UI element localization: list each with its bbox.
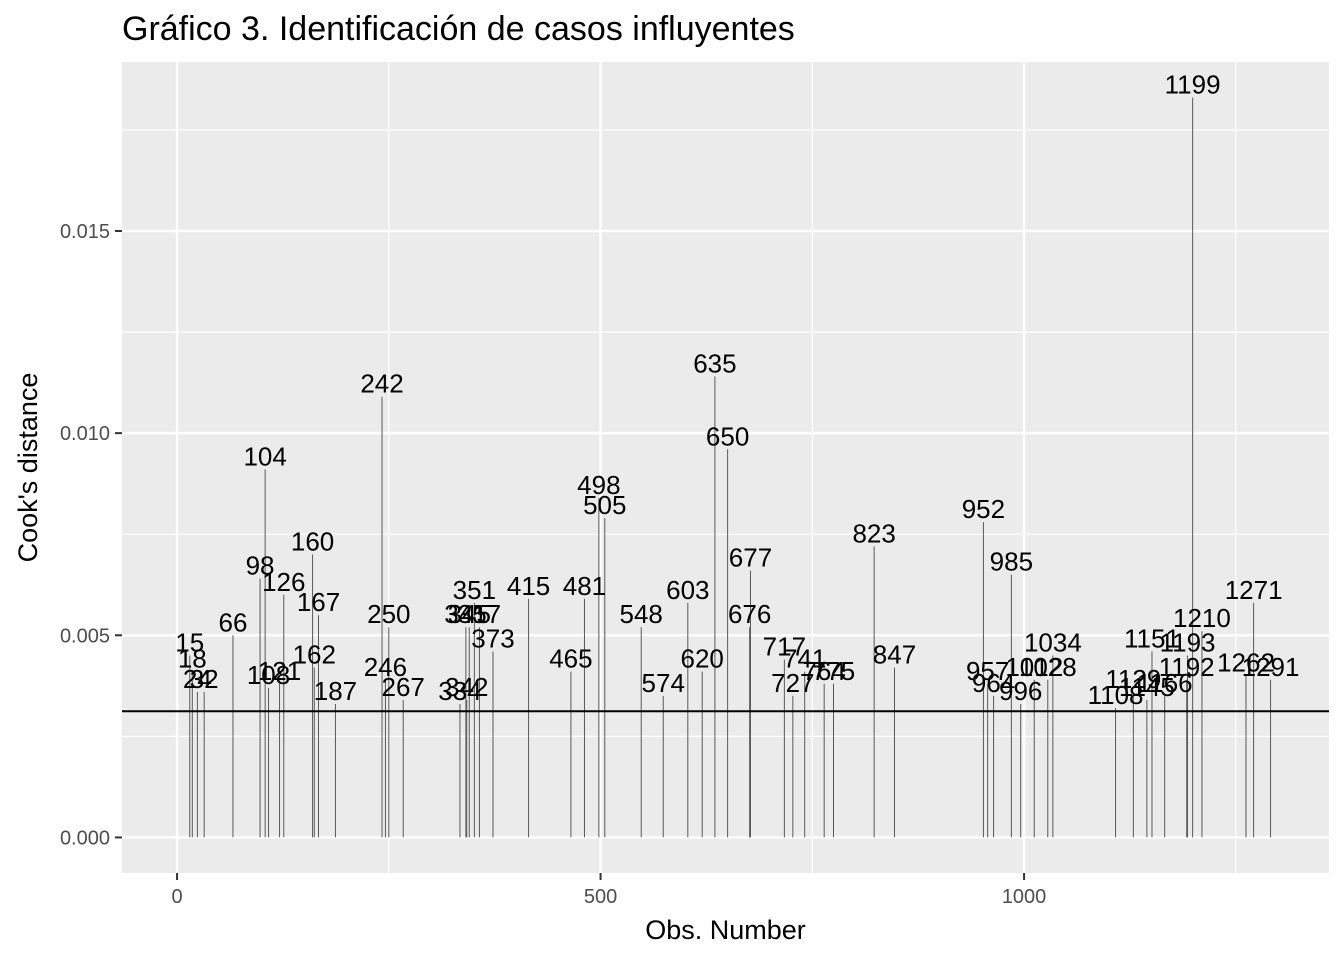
point-label-104: 104 [243,442,286,472]
point-label-498: 498 [577,470,620,500]
point-label-108: 108 [247,660,290,690]
point-label-1034: 1034 [1024,627,1082,657]
point-label-1262: 1262 [1217,648,1275,678]
point-label-1166: 1166 [1137,668,1193,698]
point-label-351: 351 [453,575,496,605]
point-label-465: 465 [549,644,592,674]
point-label-996: 996 [999,676,1042,706]
point-label-24: 24 [183,664,212,694]
point-label-373: 373 [471,623,514,653]
point-label-341: 341 [444,599,487,629]
point-label-1028: 1028 [1019,652,1077,682]
point-label-18: 18 [178,644,207,674]
point-label-415: 415 [507,571,550,601]
point-label-1199: 1199 [1165,70,1221,100]
point-label-717: 717 [763,632,806,662]
point-label-1192: 1192 [1159,652,1215,682]
point-label-574: 574 [642,668,685,698]
point-label-1210: 1210 [1173,603,1231,633]
point-label-98: 98 [246,551,275,581]
x-tick-label: 1000 [1002,886,1047,908]
y-tick-label: 0.000 [60,827,110,849]
point-label-964: 964 [972,668,1015,698]
point-label-677: 677 [729,543,772,573]
point-label-603: 603 [666,575,709,605]
point-label-246: 246 [364,652,407,682]
point-label-345: 345 [448,599,491,629]
point-label-764: 764 [802,656,845,686]
point-label-676: 676 [728,599,771,629]
point-label-32: 32 [190,664,219,694]
point-label-126: 126 [262,567,305,597]
point-label-985: 985 [990,547,1033,577]
point-label-635: 635 [693,349,736,379]
point-label-121: 121 [258,656,301,686]
point-label-357: 357 [458,599,501,629]
y-axis-title: Cook's distance [13,373,43,563]
x-axis-title: Obs. Number [645,915,806,945]
plot-panel [122,62,1329,873]
x-axis: 0 500 1000 [171,873,1046,908]
point-label-162: 162 [293,640,336,670]
point-label-187: 187 [314,676,357,706]
point-label-952: 952 [962,494,1005,524]
point-label-847: 847 [873,640,916,670]
point-label-957: 957 [966,656,1009,686]
chart-title: Gráfico 3. Identificación de casos influ… [122,10,795,48]
point-label-1193: 1193 [1160,627,1216,657]
point-label-267: 267 [382,672,425,702]
point-label-1151: 1151 [1124,623,1180,653]
bars-layer [189,97,1272,838]
point-label-342: 342 [445,672,488,702]
point-label-505: 505 [583,490,626,520]
y-tick-label: 0.010 [60,423,110,445]
y-tick-label: 0.005 [60,625,110,647]
point-label-66: 66 [218,607,247,637]
point-label-741: 741 [783,644,826,674]
point-label-650: 650 [706,421,749,451]
point-label-823: 823 [852,518,895,548]
point-label-15: 15 [175,627,204,657]
y-tick-label: 0.015 [60,221,110,243]
x-tick-label: 500 [584,886,617,908]
point-label-1271: 1271 [1225,575,1283,605]
point-label-160: 160 [291,526,334,556]
point-label-1291: 1291 [1242,652,1300,682]
grid-minor [122,62,1329,873]
grid-major [122,62,1329,873]
point-label-775: 775 [812,656,855,686]
point-label-1145: 1145 [1119,672,1175,702]
y-axis: 0.000 0.005 0.010 0.015 [60,221,122,849]
point-label-1129: 1129 [1105,664,1161,694]
point-label-727: 727 [771,668,814,698]
point-label-548: 548 [620,599,663,629]
point-label-481: 481 [563,571,606,601]
point-label-167: 167 [297,587,340,617]
x-tick-label: 0 [171,886,182,908]
point-label-620: 620 [681,644,724,674]
point-label-250: 250 [367,599,410,629]
point-label-1012: 1012 [1005,652,1063,682]
point-label-1108: 1108 [1088,680,1144,710]
point-label-334: 334 [438,676,481,706]
point-label-242: 242 [360,369,403,399]
